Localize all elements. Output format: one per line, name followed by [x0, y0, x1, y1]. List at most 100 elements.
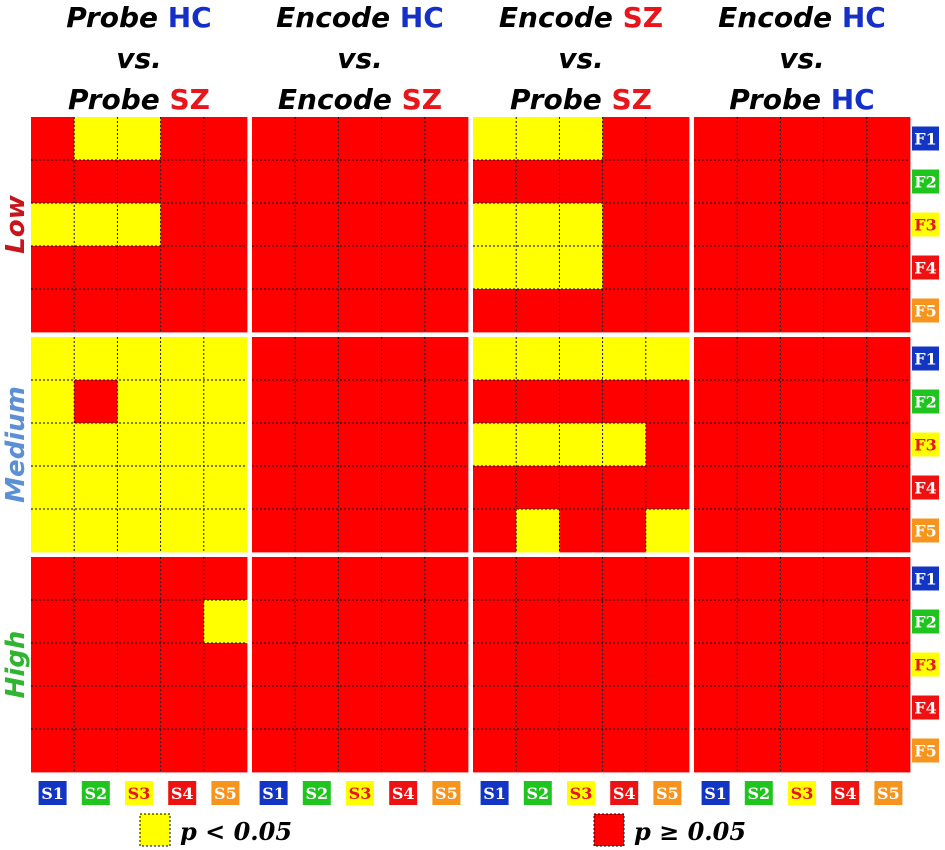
- heatmap-cell: [602, 160, 647, 204]
- y-tag-box: [912, 566, 939, 591]
- heatmap-cell: [823, 686, 868, 730]
- x-tag-label: S3: [791, 784, 814, 803]
- y-tag-label: F3: [914, 216, 937, 235]
- heatmap-cell: [823, 600, 868, 644]
- heatmap-cell: [602, 643, 647, 687]
- heatmap-cell: [645, 380, 690, 424]
- y-tag-box: [912, 695, 939, 720]
- column-header-line: Encode HC: [276, 1, 444, 34]
- heatmap-cell: [823, 643, 868, 687]
- heatmap-cell: [473, 337, 517, 381]
- heatmap-cell: [645, 729, 690, 773]
- heatmap-cell: [74, 246, 118, 290]
- heatmap-cell: [823, 557, 868, 601]
- heatmap-cell: [602, 117, 647, 161]
- heatmap-cell: [737, 380, 781, 424]
- heatmap-cell: [559, 246, 603, 290]
- y-tag-box: [912, 518, 939, 543]
- x-tag-box: [346, 781, 374, 805]
- heatmap-cell: [424, 557, 469, 601]
- y-tag-box: [912, 738, 939, 763]
- heatmap-cell: [602, 600, 647, 644]
- heatmap-cell: [645, 117, 690, 161]
- heatmap-cell: [252, 466, 296, 510]
- heatmap-cell: [381, 289, 426, 333]
- heatmap-cell: [866, 289, 911, 333]
- heatmap-cell: [473, 117, 517, 161]
- heatmap-cell: [424, 337, 469, 381]
- y-tag-box: [912, 212, 939, 237]
- panel-0-3: [694, 117, 911, 333]
- heatmap-cell: [203, 600, 248, 644]
- header-text: Encode: [278, 83, 392, 116]
- heatmap-cell: [74, 509, 118, 553]
- heatmap-cell: [473, 246, 517, 290]
- x-tag-label: S1: [41, 784, 64, 803]
- y-tag-label: F1: [914, 570, 937, 589]
- x-tag-label: S4: [613, 784, 636, 803]
- heatmap-cell: [780, 160, 824, 204]
- y-tag-label: F5: [914, 302, 937, 321]
- panel-2-3: [694, 557, 911, 773]
- heatmap-cell: [338, 160, 382, 204]
- heatmap-cell: [31, 423, 75, 467]
- x-tag-label: S1: [704, 784, 727, 803]
- heatmap-cell: [516, 337, 560, 381]
- heatmap-cell: [117, 117, 161, 161]
- x-tag-box: [38, 781, 67, 805]
- heatmap-cell: [117, 337, 161, 381]
- x-tag-label: S2: [747, 784, 770, 803]
- y-tag-box: [912, 389, 939, 414]
- header-text: vs.: [558, 42, 604, 75]
- x-tag-box: [302, 781, 331, 805]
- heatmap-cell: [424, 643, 469, 687]
- heatmap-cell: [559, 557, 603, 601]
- x-tag-box: [788, 781, 816, 805]
- heatmap-cell: [823, 160, 868, 204]
- heatmap-cell: [866, 117, 911, 161]
- heatmap-cell: [780, 509, 824, 553]
- heatmap-cell: [694, 337, 738, 381]
- heatmap-cell: [645, 686, 690, 730]
- y-tag-box: [912, 169, 939, 194]
- heatmap-cell: [694, 246, 738, 290]
- heatmap-cell: [160, 289, 205, 333]
- heatmap-cell: [866, 600, 911, 644]
- heatmap-cell: [694, 509, 738, 553]
- heatmap-cell: [559, 380, 603, 424]
- heatmap-cell: [74, 466, 118, 510]
- heatmap-cell: [74, 729, 118, 773]
- heatmap-cell: [74, 117, 118, 161]
- heatmap-cell: [559, 337, 603, 381]
- heatmap-cell: [338, 289, 382, 333]
- x-tag-box: [831, 781, 860, 805]
- heatmap-cell: [203, 423, 248, 467]
- heatmap-cell: [866, 203, 911, 247]
- heatmap-cell: [295, 117, 339, 161]
- heatmap-cell: [295, 466, 339, 510]
- heatmap-cell: [737, 729, 781, 773]
- x-tag-box: [653, 781, 682, 805]
- heatmap-cell: [117, 509, 161, 553]
- heatmap-cell: [74, 203, 118, 247]
- y-tag-label: F4: [914, 259, 937, 278]
- heatmap-cell: [338, 686, 382, 730]
- heatmap-cell: [823, 246, 868, 290]
- heatmap-cell: [694, 466, 738, 510]
- y-tag-label: F1: [914, 130, 937, 149]
- heatmap-cell: [252, 509, 296, 553]
- heatmap-cell: [780, 203, 824, 247]
- heatmap-cell: [203, 729, 248, 773]
- heatmap-cell: [295, 729, 339, 773]
- heatmap-cell: [645, 246, 690, 290]
- heatmap-cell: [74, 557, 118, 601]
- header-text: Encode: [276, 1, 390, 34]
- heatmap-cell: [559, 466, 603, 510]
- legend-label-not_significant: p ≥ 0.05: [634, 817, 746, 846]
- header-text: Encode: [718, 1, 832, 34]
- heatmap-cell: [780, 729, 824, 773]
- heatmap-cell: [74, 423, 118, 467]
- heatmap-cell: [203, 509, 248, 553]
- heatmap-cell: [31, 729, 75, 773]
- column-header-line: vs.: [337, 42, 383, 75]
